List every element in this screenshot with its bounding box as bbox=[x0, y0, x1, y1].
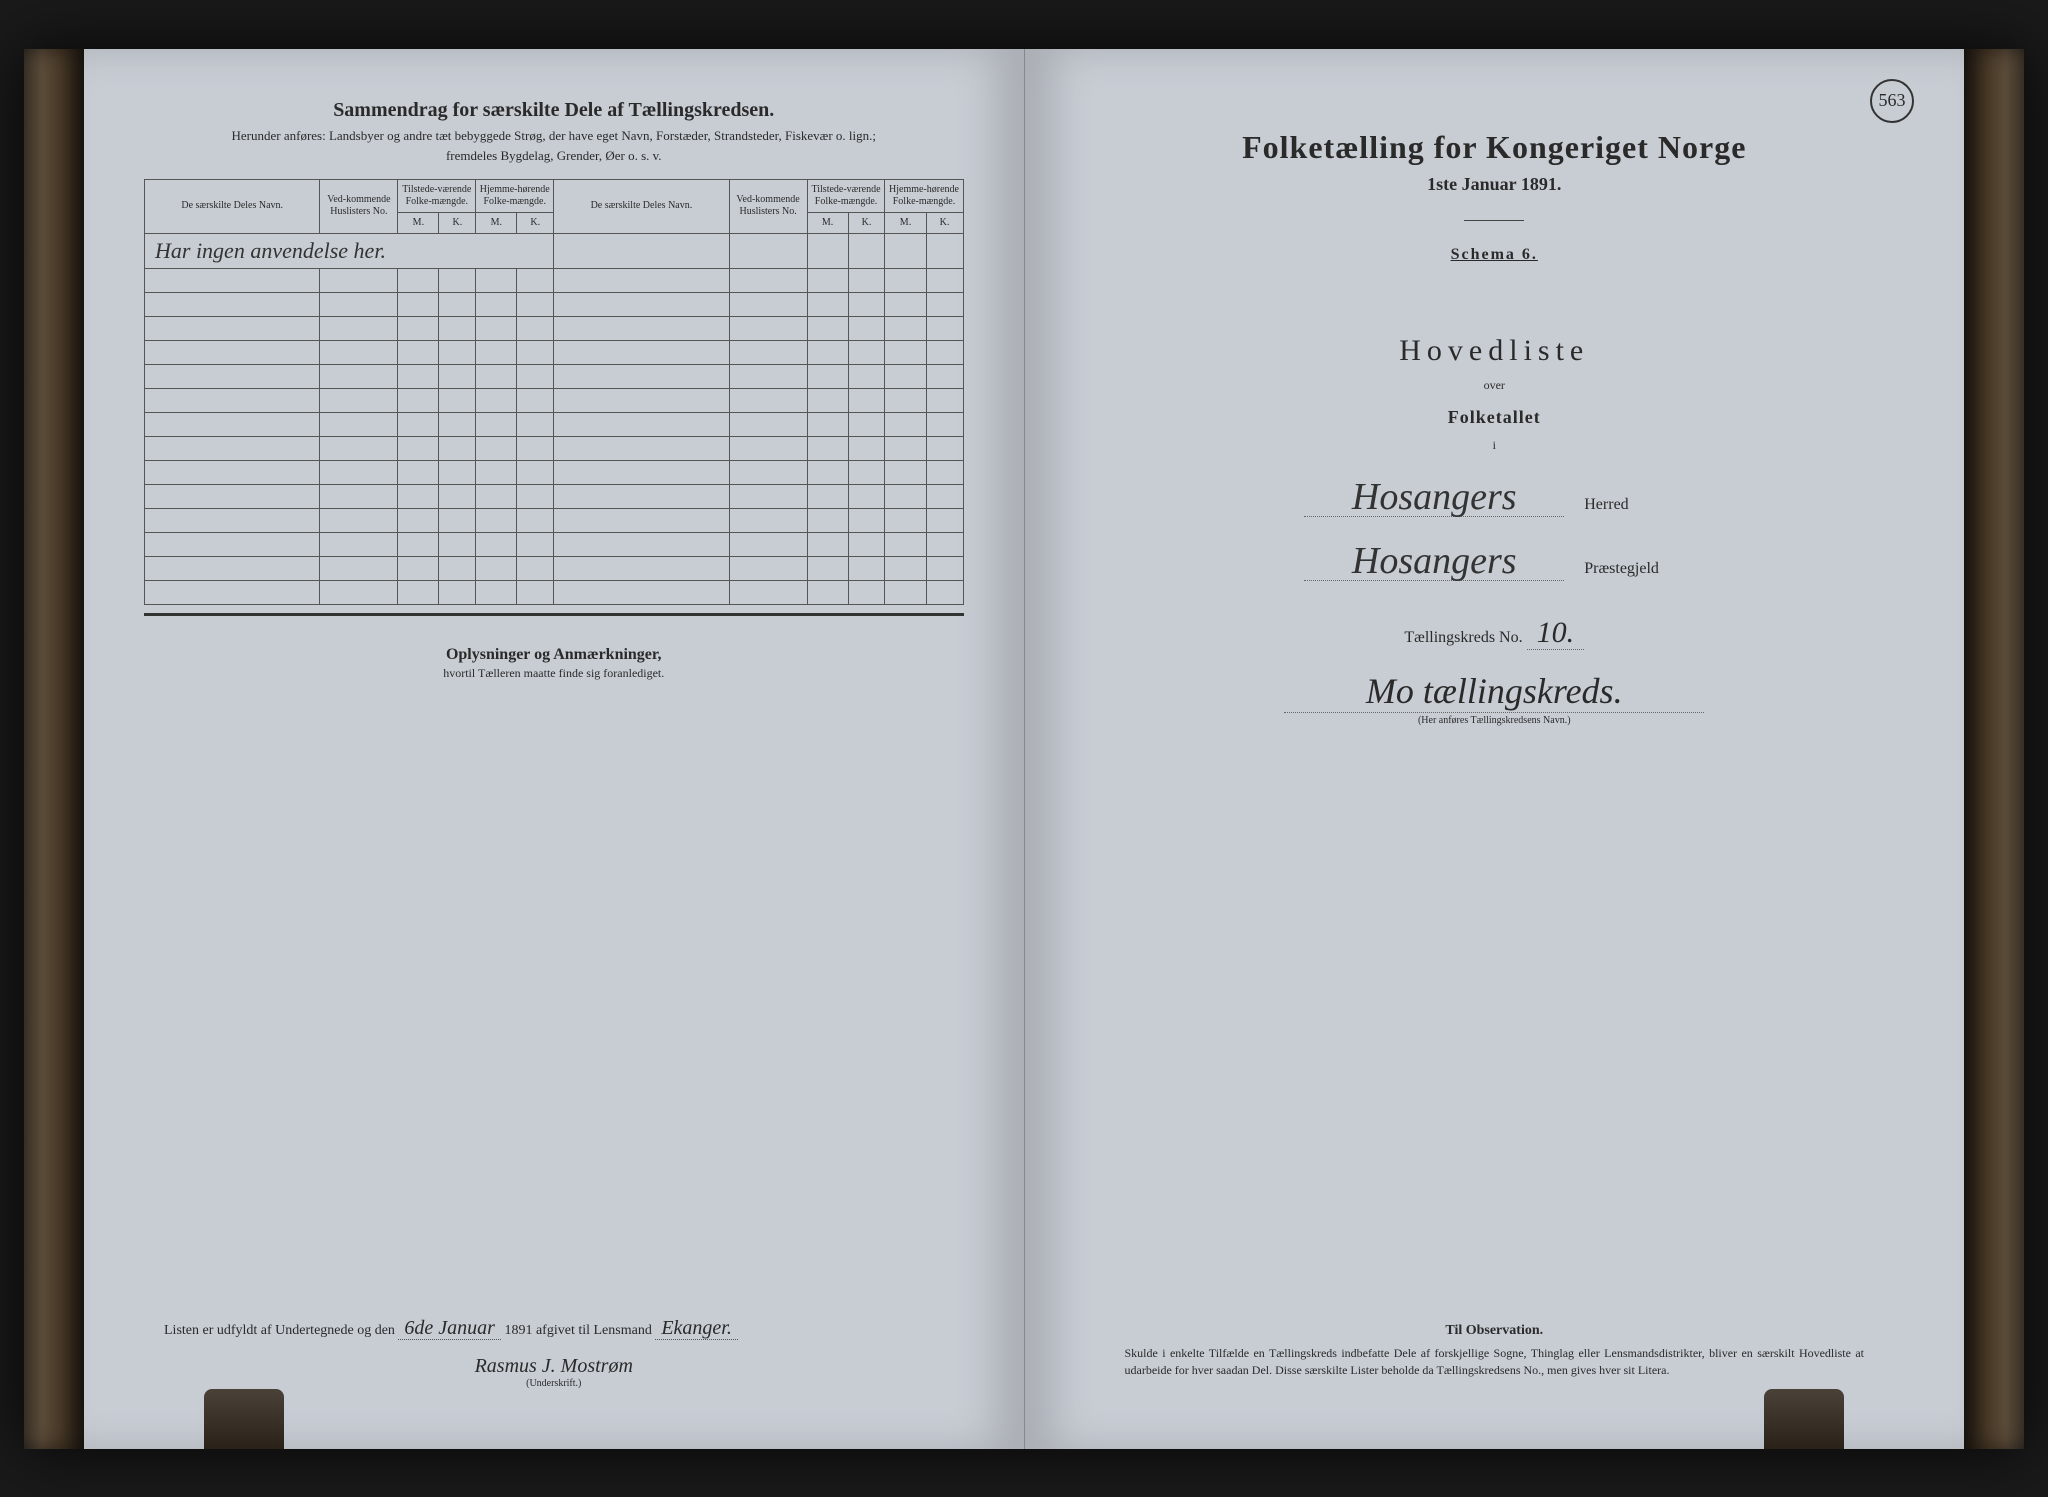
kreds-name-row: Mo tællingskreds. (Her anføres Tællingsk… bbox=[1085, 670, 1905, 726]
right-page: 563 Folketælling for Kongeriget Norge 1s… bbox=[1025, 49, 1965, 1449]
praestegjeld-label: Præstegjeld bbox=[1584, 560, 1684, 578]
table-row bbox=[145, 292, 964, 316]
kreds-label: Tællingskreds No. bbox=[1404, 629, 1522, 646]
page-number: 563 bbox=[1870, 79, 1914, 123]
census-date: 1ste Januar 1891. bbox=[1085, 174, 1905, 195]
table-row bbox=[145, 508, 964, 532]
table-row bbox=[145, 268, 964, 292]
table-row bbox=[145, 580, 964, 604]
table-row bbox=[145, 340, 964, 364]
th-m: M. bbox=[807, 212, 848, 233]
th-k: K. bbox=[926, 212, 963, 233]
th-tilstede-2: Tilstede-værende Folke-mængde. bbox=[807, 179, 885, 212]
attestation-text-1: Listen er udfyldt af Undertegnede og den bbox=[164, 1323, 395, 1338]
left-page-subtitle-2: fremdeles Bygdelag, Grender, Øer o. s. v… bbox=[144, 148, 964, 164]
census-table-body: Har ingen anvendelse her. bbox=[145, 233, 964, 604]
kreds-number: 10. bbox=[1527, 616, 1585, 650]
hovedliste-heading: Hovedliste bbox=[1085, 334, 1905, 368]
table-row bbox=[145, 532, 964, 556]
signature-label: (Underskrift.) bbox=[164, 1378, 944, 1389]
herred-value: Hosangers bbox=[1304, 478, 1564, 517]
book-spine-left bbox=[24, 49, 84, 1449]
folketallet-heading: Folketallet bbox=[1085, 407, 1905, 428]
schema-label: Schema 6. bbox=[1085, 246, 1905, 264]
praestegjeld-value: Hosangers bbox=[1304, 542, 1564, 581]
book-spine-right bbox=[1964, 49, 2024, 1449]
th-k: K. bbox=[517, 212, 554, 233]
title-page-content: Folketælling for Kongeriget Norge 1ste J… bbox=[1085, 99, 1905, 726]
table-row bbox=[145, 436, 964, 460]
th-m: M. bbox=[476, 212, 517, 233]
table-row bbox=[145, 316, 964, 340]
signature-name: Rasmus J. Mostrøm bbox=[475, 1355, 633, 1377]
book-spread: Sammendrag for særskilte Dele af Tælling… bbox=[24, 49, 2024, 1449]
remarks-title: Oplysninger og Anmærkninger, bbox=[144, 646, 964, 664]
census-main-title: Folketælling for Kongeriget Norge bbox=[1085, 129, 1905, 166]
remarks-subtitle: hvortil Tælleren maatte finde sig foranl… bbox=[144, 666, 964, 681]
herred-row: Hosangers Herred bbox=[1085, 478, 1905, 517]
th-m: M. bbox=[885, 212, 926, 233]
herred-label: Herred bbox=[1584, 496, 1684, 514]
th-name-2: De særskilte Deles Navn. bbox=[554, 179, 729, 233]
book-clip-right bbox=[1764, 1389, 1844, 1449]
th-name-1: De særskilte Deles Navn. bbox=[145, 179, 320, 233]
th-husliste-2: Ved-kommende Huslisters No. bbox=[729, 179, 807, 233]
over-label: over bbox=[1085, 378, 1905, 393]
attestation-text-2: 1891 afgivet til Lensmand bbox=[504, 1323, 651, 1338]
remarks-section: Oplysninger og Anmærkninger, hvortil Tæl… bbox=[144, 646, 964, 681]
attestation-date: 6de Januar bbox=[398, 1317, 501, 1340]
observation-section: Til Observation. Skulde i enkelte Tilfæl… bbox=[1125, 1323, 1865, 1379]
th-hjemme-2: Hjemme-hørende Folke-mængde. bbox=[885, 179, 963, 212]
left-page-title: Sammendrag for særskilte Dele af Tælling… bbox=[144, 99, 964, 122]
kreds-name: Mo tællingskreds. bbox=[1284, 670, 1704, 713]
th-k: K. bbox=[848, 212, 885, 233]
kreds-caption: (Her anføres Tællingskredsens Navn.) bbox=[1085, 715, 1905, 726]
attestation-lensmand: Ekanger. bbox=[655, 1317, 738, 1340]
th-husliste-1: Ved-kommende Huslisters No. bbox=[320, 179, 398, 233]
i-label: i bbox=[1085, 438, 1905, 453]
th-k: K. bbox=[439, 212, 476, 233]
th-hjemme-1: Hjemme-hørende Folke-mængde. bbox=[476, 179, 554, 212]
handwritten-note: Har ingen anvendelse her. bbox=[145, 233, 554, 268]
table-row bbox=[145, 388, 964, 412]
kreds-no-row: Tællingskreds No. 10. bbox=[1085, 616, 1905, 650]
observation-title: Til Observation. bbox=[1125, 1323, 1865, 1339]
praestegjeld-row: Hosangers Præstegjeld bbox=[1085, 542, 1905, 581]
book-clip-left bbox=[204, 1389, 284, 1449]
signature: Rasmus J. Mostrøm (Underskrift.) bbox=[164, 1355, 944, 1389]
left-page-subtitle-1: Herunder anføres: Landsbyer og andre tæt… bbox=[144, 128, 964, 144]
table-row bbox=[145, 364, 964, 388]
th-tilstede-1: Tilstede-værende Folke-mængde. bbox=[398, 179, 476, 212]
left-page: Sammendrag for særskilte Dele af Tælling… bbox=[84, 49, 1025, 1449]
table-row bbox=[145, 556, 964, 580]
observation-text: Skulde i enkelte Tilfælde en Tællingskre… bbox=[1125, 1345, 1865, 1379]
th-m: M. bbox=[398, 212, 439, 233]
attestation-line: Listen er udfyldt af Undertegnede og den… bbox=[164, 1316, 944, 1389]
divider bbox=[1464, 220, 1524, 221]
table-row bbox=[145, 412, 964, 436]
census-summary-table: De særskilte Deles Navn. Ved-kommende Hu… bbox=[144, 179, 964, 605]
table-row bbox=[145, 484, 964, 508]
table-bottom-rule bbox=[144, 613, 964, 616]
table-row bbox=[145, 460, 964, 484]
